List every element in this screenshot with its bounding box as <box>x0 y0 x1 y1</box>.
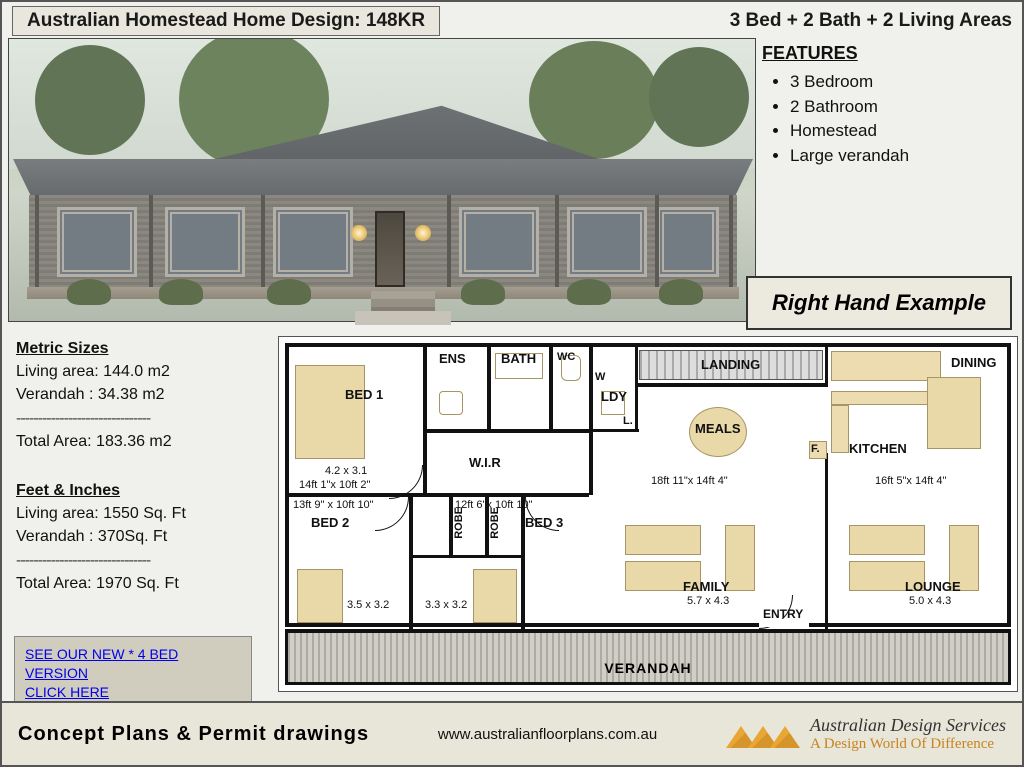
label-robe2: ROBE <box>489 507 501 539</box>
label-entry: ENTRY <box>763 607 803 621</box>
label-bed1: BED 1 <box>345 387 383 402</box>
bed1-furn <box>295 365 365 459</box>
label-f: F. <box>811 443 820 455</box>
house-render <box>8 38 756 322</box>
dim-bed2f: 13ft 9" x 10ft 10" <box>293 499 374 511</box>
label-meals: MEALS <box>695 421 741 436</box>
divider: ------------------------------- <box>16 549 260 572</box>
specs-column: Metric Sizes Living area: 144.0 m2 Veran… <box>16 337 260 609</box>
label-w: W <box>595 371 605 383</box>
label-wc: WC <box>557 351 575 363</box>
dim-bed3m: 3.3 x 3.2 <box>425 599 467 611</box>
brand-line1: Australian Design Services <box>810 715 1006 736</box>
label-ldy: LDY <box>601 389 627 404</box>
label-bed3: BED 3 <box>525 515 563 530</box>
dim-family: 5.7 x 4.3 <box>687 595 729 607</box>
metric-heading: Metric Sizes <box>16 337 260 360</box>
cta-line2: CLICK HERE <box>25 684 109 700</box>
features-heading: FEATURES <box>762 40 1010 66</box>
dim-meals: 18ft 11"x 14ft 4" <box>651 475 728 487</box>
floor-plan: BED 1 4.2 x 3.1 14ft 1"x 10ft 2" ENS BAT… <box>278 336 1018 692</box>
dim-dining: 16ft 5"x 14ft 4" <box>875 475 946 487</box>
logo-icon <box>726 720 800 748</box>
footer-brand: Australian Design Services A Design Worl… <box>726 715 1006 753</box>
brand-line2: A Design World Of Difference <box>810 736 1006 753</box>
label-verandah: VERANDAH <box>288 660 1008 676</box>
label-l: L. <box>623 415 633 427</box>
design-title: Australian Homestead Home Design: 148KR <box>12 6 440 36</box>
label-family: FAMILY <box>683 579 729 594</box>
footer-url[interactable]: www.australianfloorplans.com.au <box>438 726 657 743</box>
features-panel: FEATURES 3 Bedroom 2 Bathroom Homestead … <box>762 40 1010 169</box>
dim-bed1m: 4.2 x 3.1 <box>325 465 367 477</box>
divider: ------------------------------- <box>16 407 260 430</box>
label-kitchen: KITCHEN <box>849 441 907 456</box>
feature-item: Large verandah <box>790 144 1010 169</box>
right-hand-example-box: Right Hand Example <box>746 276 1012 330</box>
metric-verandah: Verandah : 34.38 m2 <box>16 383 260 406</box>
new-version-cta[interactable]: SEE OUR NEW * 4 BED VERSION CLICK HERE <box>14 636 252 711</box>
footer-title: Concept Plans & Permit drawings <box>18 723 369 746</box>
label-landing: LANDING <box>701 357 760 372</box>
label-robe1: ROBE <box>453 507 465 539</box>
label-lounge: LOUNGE <box>905 579 961 594</box>
imperial-total: Total Area: 1970 Sq. Ft <box>16 572 260 595</box>
label-dining: DINING <box>951 355 997 370</box>
feature-item: Homestead <box>790 119 1010 144</box>
summary-title: 3 Bed + 2 Bath + 2 Living Areas <box>730 10 1012 32</box>
dim-lounge: 5.0 x 4.3 <box>909 595 951 607</box>
dim-bed2m: 3.5 x 3.2 <box>347 599 389 611</box>
metric-living: Living area: 144.0 m2 <box>16 360 260 383</box>
header-row: Australian Homestead Home Design: 148KR … <box>12 6 1012 36</box>
plan-outline: BED 1 4.2 x 3.1 14ft 1"x 10ft 2" ENS BAT… <box>285 343 1011 627</box>
label-ens: ENS <box>439 351 466 366</box>
verandah-strip: VERANDAH <box>285 629 1011 685</box>
cta-line1: SEE OUR NEW * 4 BED VERSION <box>25 646 178 681</box>
label-bath: BATH <box>501 351 536 366</box>
label-bed2: BED 2 <box>311 515 349 530</box>
footer-bar: Concept Plans & Permit drawings www.aust… <box>2 701 1022 765</box>
dim-bed1f: 14ft 1"x 10ft 2" <box>299 479 370 491</box>
imperial-verandah: Verandah : 370Sq. Ft <box>16 525 260 548</box>
label-wir: W.I.R <box>469 455 501 470</box>
feature-item: 2 Bathroom <box>790 95 1010 120</box>
metric-total: Total Area: 183.36 m2 <box>16 430 260 453</box>
imperial-living: Living area: 1550 Sq. Ft <box>16 502 260 525</box>
feature-item: 3 Bedroom <box>790 70 1010 95</box>
imperial-heading: Feet & Inches <box>16 479 260 502</box>
